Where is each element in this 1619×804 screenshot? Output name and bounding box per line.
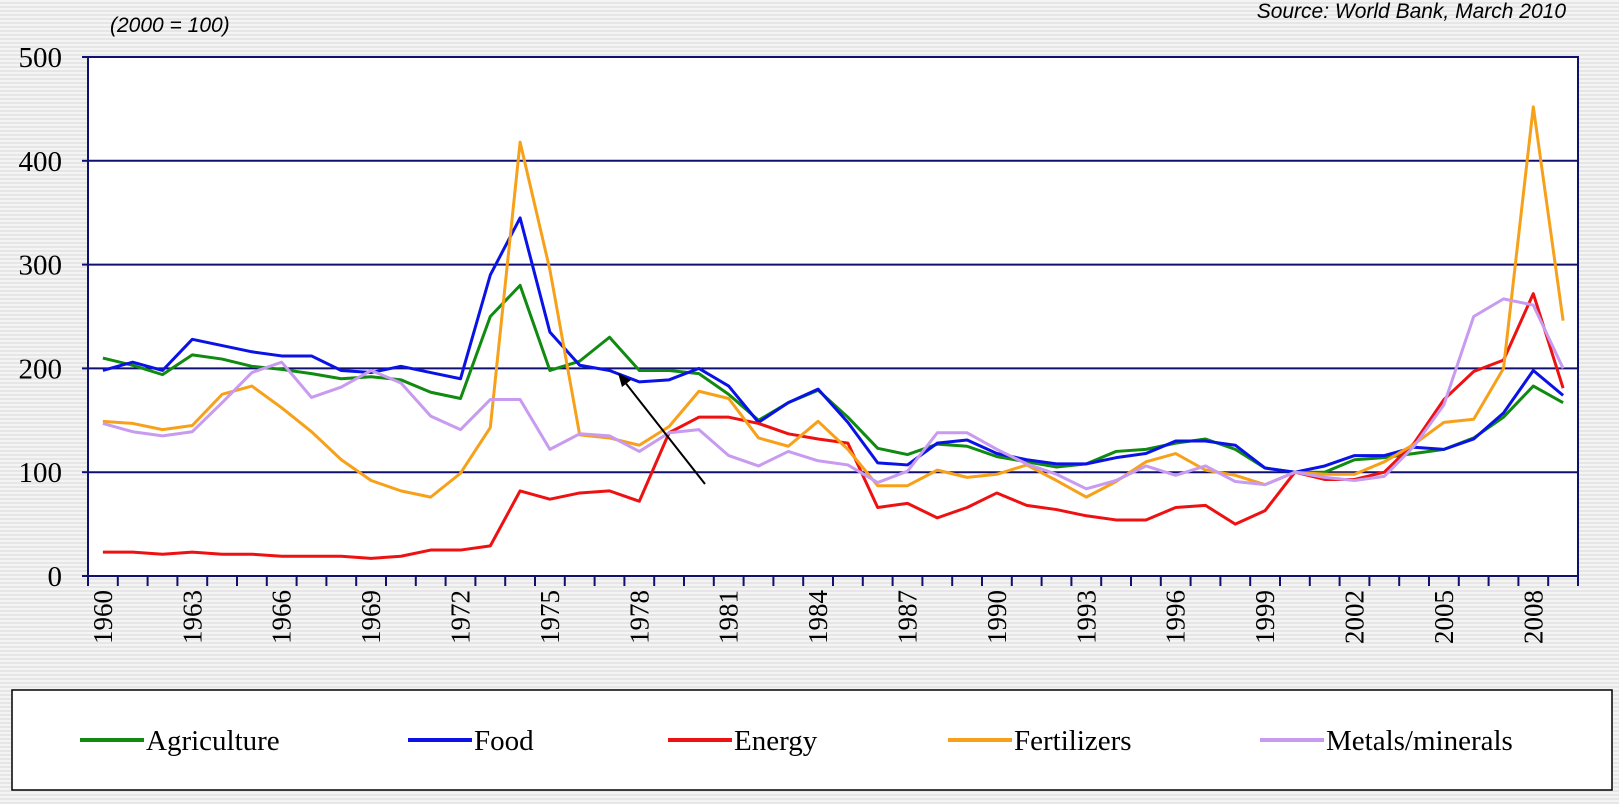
plot-area	[87, 56, 1579, 577]
legend-items: Agriculture Food Energy Fertilizers Metals/m…	[80, 725, 1513, 757]
legend	[11, 689, 1613, 791]
legend-label: Fertilizers	[1014, 725, 1132, 757]
x-tick-label: 1984	[803, 590, 833, 645]
arrow	[623, 380, 706, 485]
x-tick-label: 2008	[1518, 590, 1548, 644]
y-tick-label: 300	[19, 250, 63, 282]
x-tick-label: 1960	[88, 590, 118, 644]
legend-label: Energy	[734, 725, 818, 757]
series-line	[102, 297, 1565, 491]
x-tick-label: 2005	[1429, 590, 1459, 644]
x-tick-label: 2002	[1340, 590, 1370, 644]
legend-label: Metals/minerals	[1326, 725, 1513, 757]
series-line	[102, 292, 1565, 560]
source: Source: World Bank, March 2010	[1257, 0, 1567, 23]
y-tick-label: 400	[19, 146, 63, 178]
y-tick-label: 0	[48, 561, 63, 593]
series-line	[102, 105, 1565, 499]
legend-label: Food	[474, 725, 534, 757]
subtitle: (2000 = 100)	[110, 14, 230, 37]
x-tick-label: 1963	[177, 590, 207, 644]
y-tick-label: 500	[19, 42, 63, 74]
x-tick-label: 1996	[1161, 590, 1191, 644]
x-tick-label: 1972	[446, 590, 476, 644]
legend-label: Agriculture	[146, 725, 280, 757]
x-tick-label: 1981	[714, 590, 744, 644]
y-tick-label: 200	[19, 353, 63, 385]
y-tick-label: 100	[19, 457, 63, 489]
x-tick-label: 1990	[982, 590, 1012, 644]
x-tick-label: 1966	[267, 590, 297, 644]
x-tick-label: 1993	[1071, 590, 1101, 644]
arrow-head	[618, 373, 631, 387]
lines	[102, 105, 1565, 560]
x-tick-label: 1975	[535, 590, 565, 644]
x-tick-label: 1969	[356, 590, 386, 644]
x-tick-label: 1999	[1250, 590, 1280, 644]
x-tick-label: 1978	[624, 590, 654, 644]
x-tick-label: 1987	[893, 590, 923, 644]
series-line	[102, 216, 1565, 474]
